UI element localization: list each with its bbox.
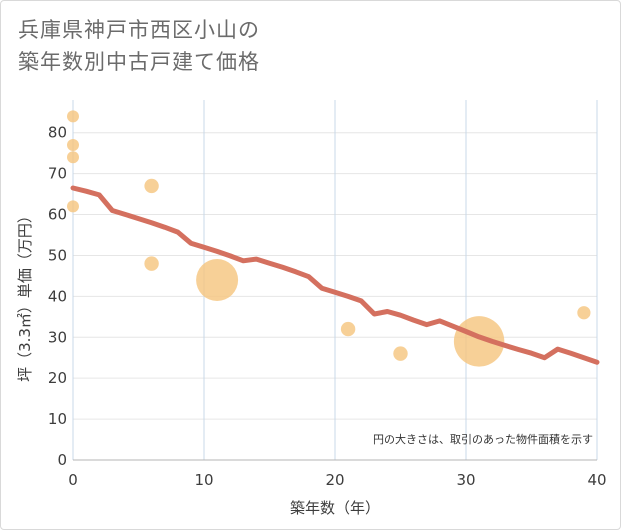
y-tick-label: 20 bbox=[48, 369, 67, 387]
x-tick-label: 30 bbox=[456, 471, 475, 489]
y-tick-label: 30 bbox=[48, 328, 67, 346]
data-point bbox=[67, 200, 79, 213]
y-tick-label: 40 bbox=[48, 287, 67, 305]
x-axis-label: 築年数（年） bbox=[290, 499, 380, 517]
y-tick-label: 60 bbox=[48, 206, 67, 224]
trend-line bbox=[70, 185, 600, 365]
grid-lines bbox=[72, 100, 598, 461]
data-point bbox=[144, 256, 159, 271]
chart-title-line-2: 築年数別中古戸建て価格 bbox=[18, 50, 260, 74]
data-point bbox=[340, 321, 356, 337]
data-point bbox=[67, 110, 79, 123]
y-axis-ticks: 0 10 20 30 40 50 60 70 80 bbox=[48, 124, 67, 469]
x-axis-ticks: 0 10 20 30 40 bbox=[68, 471, 606, 489]
y-tick-label: 50 bbox=[48, 246, 67, 264]
x-tick-label: 10 bbox=[194, 471, 213, 489]
y-axis-label: 坪（3.3㎡）単価（万円） bbox=[16, 208, 34, 382]
data-point bbox=[196, 259, 239, 301]
y-tick-label: 10 bbox=[48, 410, 67, 428]
data-point bbox=[577, 306, 591, 320]
data-point bbox=[67, 139, 79, 151]
y-tick-label: 80 bbox=[48, 124, 67, 142]
chart-title-line-1: 兵庫県神戸市西区小山の bbox=[18, 18, 260, 42]
trend-series bbox=[70, 185, 600, 365]
x-tick-label: 40 bbox=[587, 471, 606, 489]
x-tick-label: 20 bbox=[325, 471, 344, 489]
data-point bbox=[453, 316, 505, 367]
data-point bbox=[144, 178, 159, 194]
x-tick-label: 0 bbox=[68, 471, 78, 489]
bubble-series bbox=[67, 110, 591, 367]
size-legend-note: 円の大きさは、取引のあった物件面積を示す bbox=[373, 432, 593, 446]
data-point bbox=[67, 151, 79, 164]
y-tick-label: 70 bbox=[48, 165, 67, 183]
data-point bbox=[393, 346, 408, 361]
chart-title: 兵庫県神戸市西区小山の 築年数別中古戸建て価格 bbox=[18, 14, 578, 78]
y-tick-label: 0 bbox=[57, 451, 67, 469]
